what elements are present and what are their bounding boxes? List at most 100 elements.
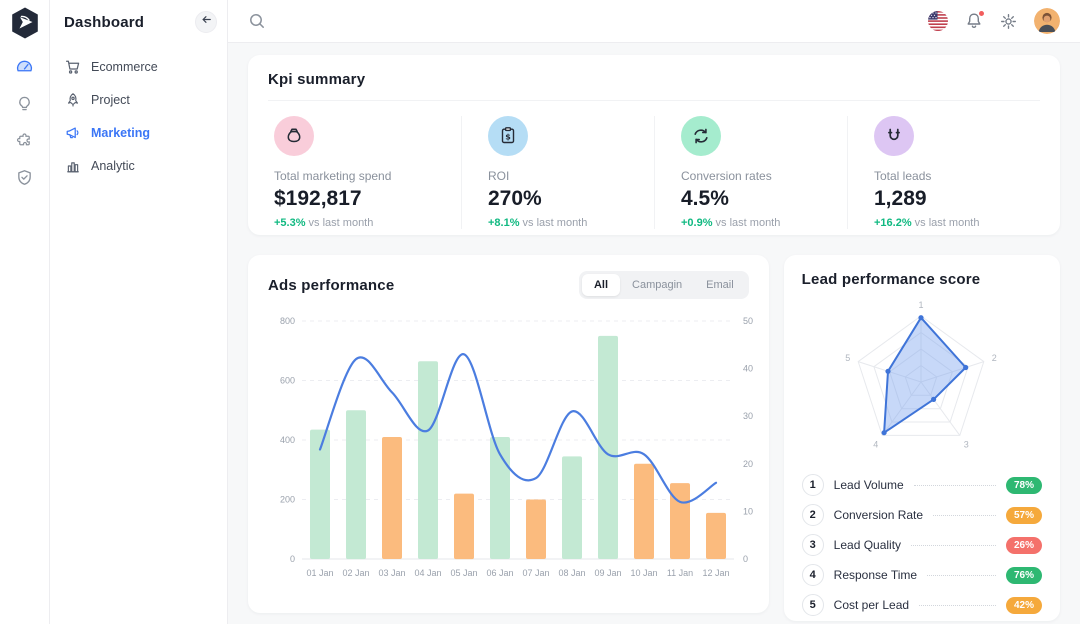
- svg-text:600: 600: [280, 376, 295, 386]
- sidebar-item-label: Project: [91, 92, 130, 107]
- legend-number: 4: [801, 564, 824, 586]
- dotted-leader: [933, 514, 996, 516]
- legend-label: Response Time: [833, 568, 918, 582]
- lead-legend-row: 5 Cost per Lead 42%: [801, 594, 1042, 616]
- svg-text:20: 20: [743, 459, 753, 469]
- kpi-label: ROI: [488, 169, 510, 183]
- svg-text:3: 3: [964, 439, 969, 449]
- svg-text:01 Jan: 01 Jan: [306, 568, 333, 578]
- lead-title: Lead performance score: [801, 271, 981, 288]
- svg-text:0: 0: [290, 554, 295, 564]
- kpi-change: +16.2% vs last month: [874, 217, 980, 229]
- money-bag-icon: [274, 116, 314, 156]
- charts-row: Ads performance All Campagin Email 0 200 400…: [248, 255, 1060, 621]
- lead-legend: 1 Lead Volume 78% 2 Conversion Rate 57% …: [801, 474, 1042, 616]
- svg-text:50: 50: [743, 316, 753, 326]
- legend-label: Lead Quality: [833, 538, 902, 552]
- gear-icon[interactable]: [1000, 13, 1017, 30]
- tab-campagin[interactable]: Campagin: [632, 279, 683, 291]
- svg-text:11 Jan: 11 Jan: [667, 568, 693, 578]
- sidebar-header: Dashboard: [50, 0, 227, 44]
- us-flag-icon[interactable]: [928, 11, 948, 31]
- svg-text:0: 0: [743, 554, 748, 564]
- sidebar-item-marketing[interactable]: Marketing: [50, 116, 227, 149]
- tab-email[interactable]: Email: [706, 279, 734, 291]
- legend-label: Lead Volume: [833, 478, 904, 492]
- dashboard-icon: [16, 58, 33, 80]
- icon-rail: [0, 0, 50, 624]
- svg-text:07 Jan: 07 Jan: [522, 568, 549, 578]
- sidebar-item-label: Ecommerce: [91, 59, 158, 74]
- kpi-value: $192,817: [274, 187, 362, 210]
- sidebar-item-ecommerce[interactable]: Ecommerce: [50, 50, 227, 83]
- svg-text:10: 10: [743, 506, 753, 516]
- svg-text:400: 400: [280, 435, 295, 445]
- divider: [268, 100, 1040, 101]
- score-badge: 26%: [1005, 536, 1042, 554]
- ads-card-header: Ads performance All Campagin Email: [268, 271, 749, 299]
- dotted-leader: [913, 484, 996, 486]
- kpi-change: +0.9% vs last month: [681, 217, 781, 229]
- megaphone-icon: [64, 124, 81, 141]
- kpi-value: 1,289: [874, 187, 927, 210]
- avatar[interactable]: [1034, 8, 1060, 34]
- kpi-label: Conversion rates: [681, 169, 772, 183]
- lead-legend-row: 1 Lead Volume 78%: [801, 474, 1042, 496]
- kpi-item: Total marketing spend $192,817 +5.3% vs …: [268, 116, 461, 229]
- svg-text:06 Jan: 06 Jan: [486, 568, 513, 578]
- svg-text:05 Jan: 05 Jan: [450, 568, 477, 578]
- legend-number: 3: [801, 534, 824, 556]
- svg-text:40: 40: [743, 364, 753, 374]
- kpi-item: Conversion rates 4.5% +0.9% vs last mont…: [654, 116, 847, 229]
- lead-legend-row: 4 Response Time 76%: [801, 564, 1042, 586]
- legend-label: Cost per Lead: [833, 598, 910, 612]
- kpi-grid: Total marketing spend $192,817 +5.3% vs …: [268, 101, 1040, 229]
- svg-text:03 Jan: 03 Jan: [378, 568, 405, 578]
- topbar: [228, 0, 1080, 43]
- svg-text:4: 4: [874, 439, 879, 449]
- sidebar-item-analytic[interactable]: Analytic: [50, 149, 227, 182]
- search-icon[interactable]: [248, 12, 266, 30]
- rail-items: [10, 54, 40, 202]
- score-badge: 76%: [1005, 566, 1042, 584]
- conversion-sync-icon: [681, 116, 721, 156]
- shield-check-icon: [16, 169, 33, 191]
- topbar-actions: [928, 8, 1060, 34]
- kpi-change: +5.3% vs last month: [274, 217, 374, 229]
- kpi-title: Kpi summary: [268, 71, 366, 88]
- rail-item-lightbulb-icon[interactable]: [10, 91, 40, 121]
- magnet-icon: [874, 116, 914, 156]
- notification-dot: [978, 10, 985, 17]
- content: Kpi summary Total marketing spend $192,8…: [228, 43, 1080, 621]
- svg-text:08 Jan: 08 Jan: [558, 568, 585, 578]
- sidebar: Dashboard Ecommerce Project Marketing An…: [50, 0, 228, 624]
- svg-text:30: 30: [743, 411, 753, 421]
- svg-text:10 Jan: 10 Jan: [630, 568, 657, 578]
- legend-label: Conversion Rate: [833, 508, 924, 522]
- rail-item-puzzle-icon[interactable]: [10, 128, 40, 158]
- legend-number: 2: [801, 504, 824, 526]
- rail-item-shield-check-icon[interactable]: [10, 165, 40, 195]
- sidebar-item-project[interactable]: Project: [50, 83, 227, 116]
- svg-text:2: 2: [992, 353, 997, 363]
- bell-icon[interactable]: [965, 10, 985, 30]
- app-logo[interactable]: [8, 6, 42, 40]
- ads-title: Ads performance: [268, 276, 395, 294]
- lead-performance-card: Lead performance score 1 2 3 4 5 1 Lead Volu…: [783, 255, 1060, 621]
- main-area: Kpi summary Total marketing spend $192,8…: [228, 0, 1080, 624]
- sidebar-menu: Ecommerce Project Marketing Analytic: [50, 44, 227, 188]
- kpi-item: $ ROI 270% +8.1% vs last month: [461, 116, 654, 229]
- score-badge: 57%: [1005, 506, 1042, 524]
- svg-text:09 Jan: 09 Jan: [594, 568, 621, 578]
- score-badge: 78%: [1005, 476, 1042, 494]
- lead-legend-row: 2 Conversion Rate 57%: [801, 504, 1042, 526]
- sidebar-collapse-button[interactable]: [195, 11, 217, 33]
- tab-all[interactable]: All: [581, 274, 621, 296]
- ads-performance-card: Ads performance All Campagin Email 0 200 400…: [248, 255, 769, 613]
- svg-text:12 Jan: 12 Jan: [702, 568, 729, 578]
- legend-number: 1: [801, 474, 824, 496]
- kpi-value: 270%: [488, 187, 542, 210]
- dotted-leader: [927, 574, 996, 576]
- rail-item-dashboard-icon[interactable]: [10, 54, 40, 84]
